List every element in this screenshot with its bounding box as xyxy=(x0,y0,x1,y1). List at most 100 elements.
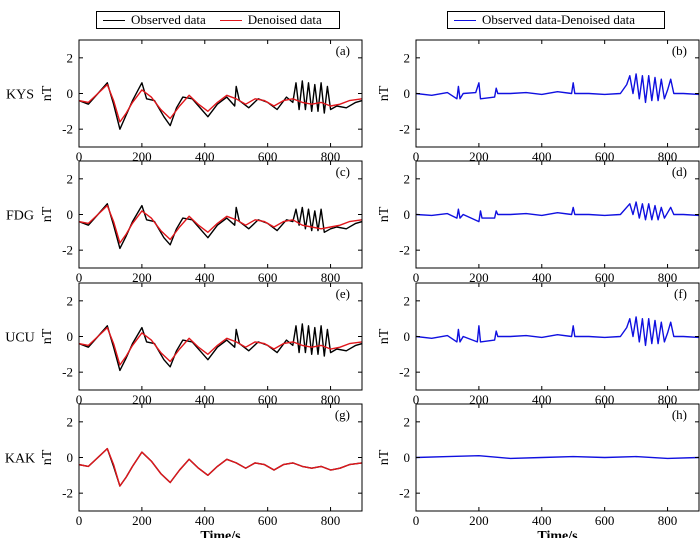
station-label: FDG xyxy=(6,209,34,224)
y-tick-label: -2 xyxy=(62,486,73,501)
legend-observed-label: Observed data xyxy=(131,12,206,27)
y-axis-label: nT xyxy=(40,85,55,101)
x-tick-label: 0 xyxy=(413,392,420,407)
x-tick-label: 200 xyxy=(469,149,489,164)
series-line-observed-data xyxy=(79,80,362,130)
series-line-denoised-data xyxy=(79,326,362,366)
x-tick-label: 600 xyxy=(258,392,278,407)
legend-denoised-swatch xyxy=(219,19,242,21)
station-label: UCU xyxy=(5,331,35,346)
y-axis-label: nT xyxy=(377,85,392,101)
y-axis-label: nT xyxy=(40,449,55,465)
y-tick-label: 2 xyxy=(404,414,411,429)
x-tick-label: 800 xyxy=(658,270,678,285)
x-axis-label: Time/s xyxy=(200,529,241,538)
x-tick-label: 800 xyxy=(321,392,341,407)
y-tick-label: 2 xyxy=(404,171,411,186)
x-tick-label: 400 xyxy=(532,149,552,164)
y-tick-label: -2 xyxy=(399,365,410,380)
x-tick-label: 400 xyxy=(195,392,215,407)
x-tick-label: 800 xyxy=(658,392,678,407)
y-tick-label: 2 xyxy=(67,414,74,429)
y-tick-label: 2 xyxy=(404,50,411,65)
x-tick-label: 200 xyxy=(469,513,489,528)
x-tick-label: 0 xyxy=(413,513,420,528)
series-line-observed-data-denoised-data xyxy=(416,455,699,460)
x-tick-label: 800 xyxy=(321,270,341,285)
x-tick-label: 600 xyxy=(595,392,615,407)
x-tick-label: 600 xyxy=(258,513,278,528)
y-tick-label: 0 xyxy=(67,86,74,101)
y-tick-label: 2 xyxy=(67,293,74,308)
legend-residual-label: Observed data-Denoised data xyxy=(482,12,636,27)
x-tick-label: 600 xyxy=(595,149,615,164)
x-tick-label: 800 xyxy=(658,149,678,164)
y-tick-label: 0 xyxy=(404,329,411,344)
x-tick-label: 400 xyxy=(195,513,215,528)
y-axis-label: nT xyxy=(40,206,55,222)
y-tick-label: 2 xyxy=(404,293,411,308)
x-tick-label: 600 xyxy=(258,270,278,285)
x-tick-label: 800 xyxy=(658,513,678,528)
x-tick-label: 400 xyxy=(532,392,552,407)
x-tick-label: 0 xyxy=(76,270,83,285)
series-line-denoised-data xyxy=(79,447,362,487)
panel-letter: (h) xyxy=(672,407,687,422)
x-tick-label: 400 xyxy=(532,270,552,285)
legend-right: Observed data-Denoised data xyxy=(447,11,665,29)
x-tick-label: 200 xyxy=(132,270,152,285)
y-tick-label: 2 xyxy=(67,50,74,65)
panel-letter: (d) xyxy=(672,164,687,179)
y-tick-label: 0 xyxy=(404,207,411,222)
series-line-observed-data xyxy=(79,203,362,250)
x-axis-label: Time/s xyxy=(537,529,578,538)
y-tick-label: -2 xyxy=(399,243,410,258)
y-tick-label: 2 xyxy=(67,171,74,186)
y-axis-label: nT xyxy=(377,328,392,344)
x-tick-label: 0 xyxy=(413,149,420,164)
x-tick-label: 600 xyxy=(595,513,615,528)
series-line-denoised-data xyxy=(79,83,362,123)
legend-denoised-label: Denoised data xyxy=(247,12,322,27)
panel-letter: (a) xyxy=(336,43,350,58)
x-tick-label: 800 xyxy=(321,513,341,528)
legend-left: Observed data Denoised data xyxy=(96,11,340,29)
station-label: KYS xyxy=(6,88,34,103)
x-tick-label: 200 xyxy=(132,513,152,528)
y-axis-label: nT xyxy=(377,449,392,465)
x-tick-label: 400 xyxy=(532,513,552,528)
y-tick-label: 0 xyxy=(67,207,74,222)
y-axis-label: nT xyxy=(377,206,392,222)
x-tick-label: 200 xyxy=(132,149,152,164)
x-tick-label: 200 xyxy=(132,392,152,407)
y-tick-label: -2 xyxy=(399,122,410,137)
panel-letter: (b) xyxy=(672,43,687,58)
y-tick-label: -2 xyxy=(399,486,410,501)
x-tick-label: 600 xyxy=(595,270,615,285)
series-line-observed-data-denoised-data xyxy=(416,316,699,347)
y-tick-label: 0 xyxy=(67,450,74,465)
y-tick-label: -2 xyxy=(62,365,73,380)
y-tick-label: 0 xyxy=(404,450,411,465)
x-tick-label: 800 xyxy=(321,149,341,164)
series-line-denoised-data xyxy=(79,204,362,244)
x-tick-label: 0 xyxy=(76,513,83,528)
series-line-observed-data-denoised-data xyxy=(416,73,699,104)
axes-box xyxy=(78,403,363,512)
panel-letter: (f) xyxy=(674,286,687,301)
panel-letter: (c) xyxy=(336,164,350,179)
y-tick-label: 0 xyxy=(404,86,411,101)
y-tick-label: 0 xyxy=(67,329,74,344)
x-tick-label: 200 xyxy=(469,392,489,407)
y-axis-label: nT xyxy=(40,328,55,344)
x-tick-label: 400 xyxy=(195,149,215,164)
x-tick-label: 400 xyxy=(195,270,215,285)
